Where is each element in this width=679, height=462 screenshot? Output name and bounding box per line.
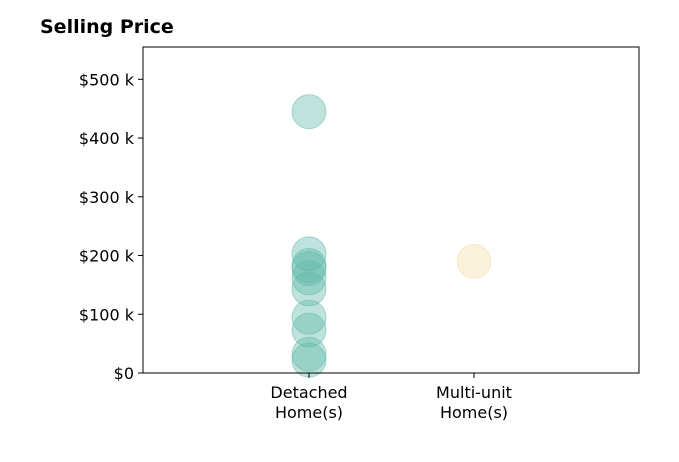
y-tick-label: $300 k [79, 188, 135, 207]
data-point [291, 236, 327, 272]
x-tick-label: Multi-unit Home(s) [436, 383, 512, 422]
x-tick-label: Detached Home(s) [270, 383, 347, 422]
data-point [291, 312, 327, 348]
data-point [291, 271, 327, 307]
y-tick-label: $0 [114, 364, 134, 383]
data-points [291, 94, 492, 378]
data-point [291, 94, 327, 130]
plot-frame [142, 46, 640, 374]
y-tick-label: $200 k [79, 247, 135, 266]
data-point [291, 260, 327, 296]
data-point [456, 243, 492, 279]
y-axis: $0 $100 k $200 k $300 k $400 k $500 k [79, 70, 143, 383]
chart-title: Selling Price [40, 16, 174, 38]
data-point [291, 299, 327, 335]
data-point [291, 250, 327, 286]
y-tick-label: $100 k [79, 305, 135, 324]
y-tick-label: $500 k [79, 70, 135, 89]
x-axis: Detached Home(s) Multi-unit Home(s) [270, 373, 512, 422]
y-tick-label: $400 k [79, 129, 135, 148]
data-point [291, 342, 327, 378]
